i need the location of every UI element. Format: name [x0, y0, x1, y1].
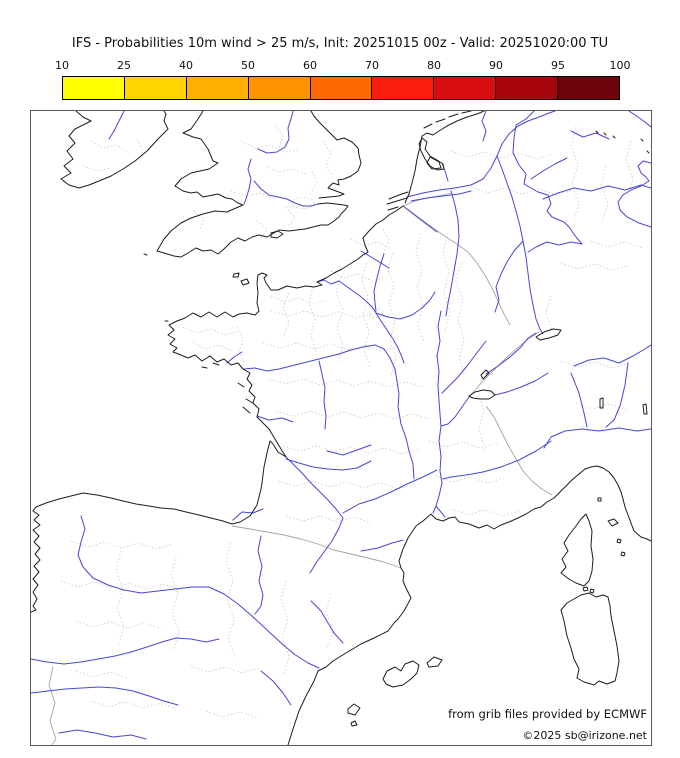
colorbar-cell [495, 77, 558, 99]
map-title: IFS - Probabilities 10m wind > 25 m/s, I… [71, 36, 609, 51]
admin-boundaries-layer [60, 125, 643, 719]
colorbar-tick: 50 [241, 59, 255, 72]
colorbar-cell [185, 77, 248, 99]
map-canvas [31, 111, 651, 745]
coastlines-layer [31, 111, 651, 745]
country-borders-layer [48, 192, 553, 745]
colorbar-tick: 100 [609, 59, 631, 72]
colorbar-tick: 80 [427, 59, 441, 72]
colorbar-tick: 10 [55, 59, 69, 72]
colorbar-cell [247, 77, 310, 99]
colorbar-tick-labels: 10 25 40 50 60 70 80 90 95 100 [0, 59, 680, 73]
colorbar-cell [309, 77, 372, 99]
colorbar [62, 76, 620, 100]
colorbar-cell [557, 77, 620, 99]
colorbar-cell [63, 77, 124, 99]
attribution-line1: from grib files provided by ECMWF [448, 707, 647, 721]
colorbar-tick: 70 [365, 59, 379, 72]
colorbar-tick: 25 [117, 59, 131, 72]
rivers-layer [31, 111, 651, 740]
colorbar-tick: 90 [489, 59, 503, 72]
attribution-line2: ©2025 sb@irizone.net [522, 729, 647, 742]
map-frame: from grib files provided by ECMWF ©2025 … [30, 110, 652, 746]
colorbar-cell [433, 77, 496, 99]
colorbar-cell [371, 77, 434, 99]
colorbar-tick: 40 [179, 59, 193, 72]
colorbar-tick: 95 [551, 59, 565, 72]
colorbar-cell [123, 77, 186, 99]
colorbar-tick: 60 [303, 59, 317, 72]
